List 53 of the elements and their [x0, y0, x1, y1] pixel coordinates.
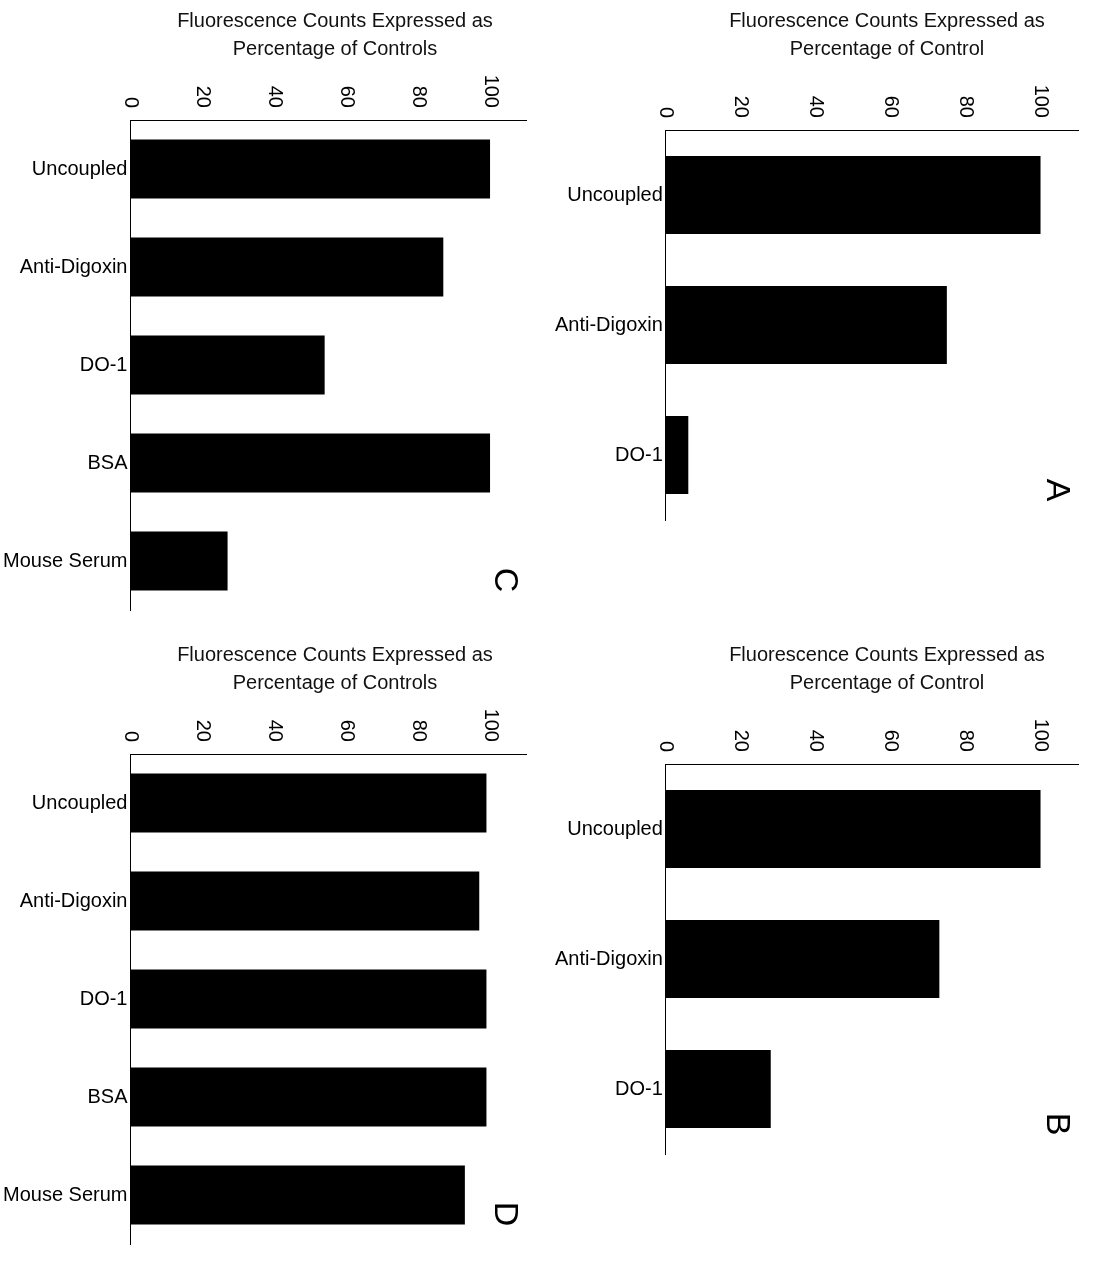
- bar: [130, 433, 491, 493]
- x-tick-label: 20: [731, 95, 754, 118]
- x-tick-label: 60: [336, 719, 359, 742]
- bar: [130, 139, 491, 199]
- x-tick-label: 40: [806, 95, 829, 118]
- x-tick-label: 100: [480, 708, 503, 742]
- y-tick-label: DO-1: [79, 352, 128, 375]
- annotation: B: [1039, 1112, 1078, 1136]
- x-tick-label: 40: [806, 729, 829, 752]
- y-tick-label: Uncoupled: [31, 156, 128, 179]
- y-tick-label: Anti-Digoxin: [19, 254, 128, 277]
- y-tick-label: Anti-Digoxin: [554, 312, 663, 335]
- y-tick-label: Mouse Serum: [2, 548, 128, 571]
- y-tick-label: DO-1: [615, 442, 663, 465]
- x-tick-label: 0: [656, 740, 679, 752]
- x-tick-label: 60: [336, 85, 359, 108]
- y-tick-label: BSA: [87, 450, 129, 473]
- y-tick-label: Mouse Serum: [2, 1182, 128, 1205]
- x-tick-label: 60: [881, 729, 904, 752]
- x-axis-title: Fluorescence Counts Expressed as Percentage of Controls: [176, 642, 494, 695]
- y-tick-label: Uncoupled: [567, 182, 663, 205]
- x-tick-label: 100: [480, 74, 503, 108]
- x-tick-label: 100: [1031, 84, 1054, 118]
- y-tick-label: Anti-Digoxin: [19, 888, 128, 911]
- y-tick-label: BSA: [87, 1084, 129, 1107]
- x-tick-label: 80: [408, 85, 431, 108]
- annotation: C: [487, 567, 526, 593]
- bar: [130, 335, 325, 395]
- x-tick-label: 20: [192, 85, 215, 108]
- x-tick-label: 20: [192, 719, 215, 742]
- x-tick-label: 20: [731, 729, 754, 752]
- x-tick-label: 40: [264, 719, 287, 742]
- x-tick-label: 40: [264, 85, 287, 108]
- x-axis-title: Fluorescence Counts Expressed as Percentage of Control: [728, 642, 1046, 695]
- x-axis-title: Fluorescence Counts Expressed as Percentage of Controls: [176, 8, 494, 61]
- x-tick-label: 80: [408, 719, 431, 742]
- x-tick-label: 100: [1031, 718, 1054, 752]
- x-tick-label: 0: [120, 96, 143, 108]
- x-tick-label: 0: [120, 730, 143, 742]
- y-tick-label: DO-1: [79, 986, 128, 1009]
- annotation: D: [487, 1201, 526, 1227]
- y-tick-label: Anti-Digoxin: [554, 946, 663, 969]
- x-axis-title: Fluorescence Counts Expressed as Percentage of Control: [728, 8, 1046, 61]
- bar: [130, 237, 444, 297]
- y-tick-label: DO-1: [615, 1076, 663, 1099]
- y-tick-label: Uncoupled: [31, 790, 128, 813]
- y-tick-label: Uncoupled: [567, 816, 663, 839]
- x-tick-label: 80: [956, 95, 979, 118]
- bar: [130, 531, 228, 591]
- x-tick-label: 0: [656, 106, 679, 118]
- annotation: A: [1039, 478, 1078, 502]
- x-tick-label: 60: [881, 95, 904, 118]
- x-tick-label: 80: [956, 729, 979, 752]
